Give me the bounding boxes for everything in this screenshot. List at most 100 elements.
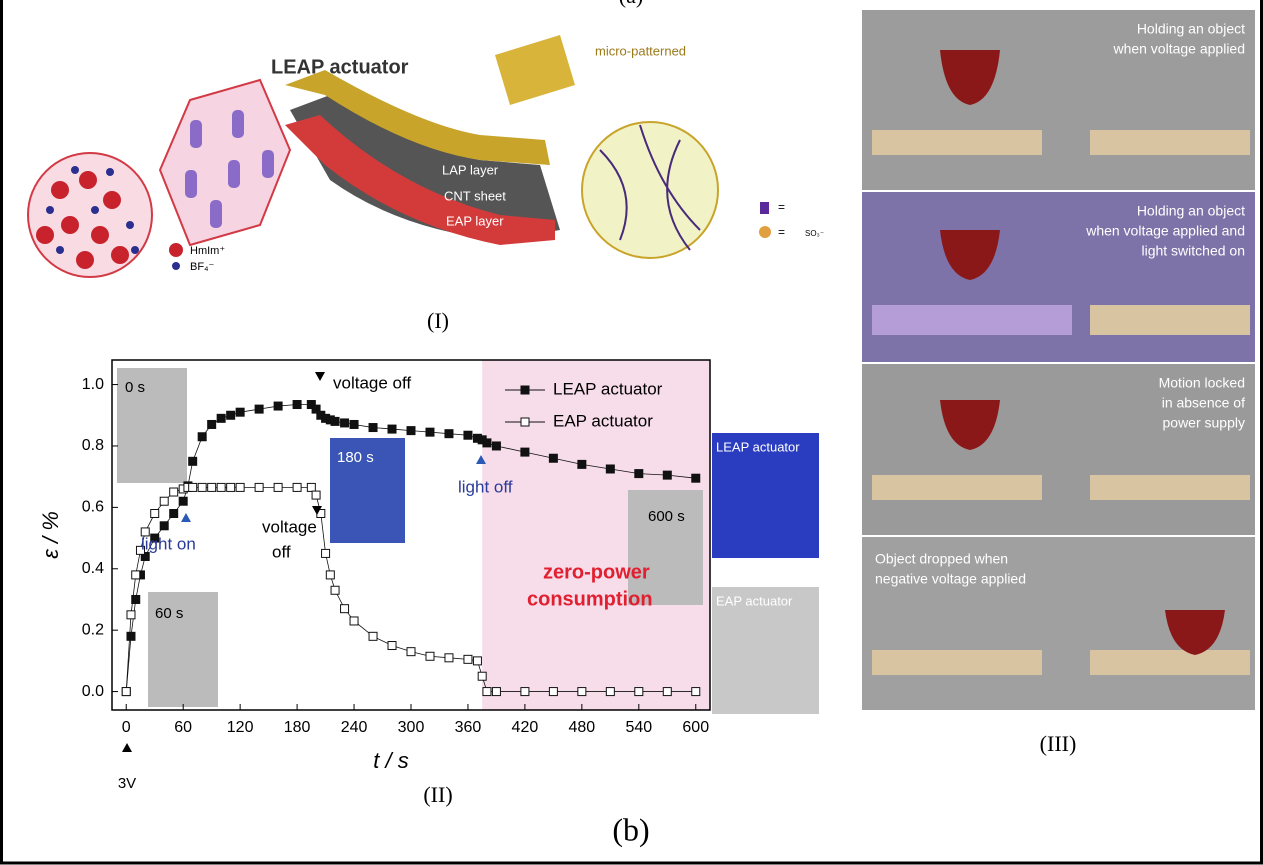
- marker: [322, 549, 330, 557]
- legend-text: SO₃⁻: [805, 229, 824, 238]
- marker: [274, 483, 282, 491]
- marker: [255, 405, 263, 413]
- photo-caption: Motion locked: [1159, 375, 1245, 391]
- panel-1-title: LEAP actuator: [271, 56, 409, 78]
- x-tick-label: 0: [122, 719, 131, 736]
- annotation: 3V: [118, 775, 136, 792]
- marker: [663, 471, 671, 479]
- photo-caption: in absence of: [1162, 395, 1245, 411]
- ion-label: BF₄⁻: [190, 261, 215, 273]
- photo-caption: when voltage applied: [1112, 41, 1245, 57]
- marker: [331, 586, 339, 594]
- ion-label: HmIm⁺: [190, 245, 225, 257]
- marker: [407, 648, 415, 656]
- y-tick-label: 1.0: [82, 376, 104, 393]
- y-tick-label: 0.6: [82, 499, 104, 516]
- marker: [341, 605, 349, 613]
- marker: [127, 611, 135, 619]
- marker: [208, 483, 216, 491]
- annotation: EAP actuator: [716, 593, 793, 608]
- photo-caption: Object dropped when: [875, 551, 1008, 567]
- marker: [236, 483, 244, 491]
- marker: [473, 657, 481, 665]
- marker: [217, 483, 225, 491]
- anion-key: [172, 262, 180, 270]
- legend-label: LEAP actuator: [553, 379, 663, 398]
- legend-text: =: [778, 200, 785, 214]
- marker: [350, 617, 358, 625]
- marker: [521, 688, 529, 696]
- marker: [445, 430, 453, 438]
- x-tick-label: 600: [682, 719, 709, 736]
- layer-label: LAP layer: [442, 162, 499, 177]
- marker: [426, 428, 434, 436]
- marker: [326, 571, 334, 579]
- note: micro-patterned: [595, 43, 686, 58]
- marker: [293, 483, 301, 491]
- y-axis-label: ε / %: [38, 511, 63, 559]
- marker: [606, 465, 614, 473]
- marker: [227, 411, 235, 419]
- marker: [170, 488, 178, 496]
- marker: [464, 655, 472, 663]
- legend-text: =: [778, 225, 785, 239]
- marker: [464, 431, 472, 439]
- annotation: 0 s: [125, 379, 145, 396]
- marker: [635, 470, 643, 478]
- marker: [350, 420, 358, 428]
- marker: [227, 483, 235, 491]
- marker: [521, 448, 529, 456]
- marker: [198, 483, 206, 491]
- annotation: voltage: [262, 517, 317, 536]
- marker: [236, 408, 244, 416]
- x-tick-label: 240: [341, 719, 368, 736]
- marker: [312, 491, 320, 499]
- marker: [127, 632, 135, 640]
- panel-label: (II): [423, 782, 452, 807]
- figure: (a) HmIm⁺ BF₄⁻ LEAP actuator micro-patte…: [0, 0, 1263, 865]
- legend-swatch: [760, 202, 769, 214]
- marker: [189, 483, 197, 491]
- marker: [692, 474, 700, 482]
- x-tick-label: 480: [569, 719, 596, 736]
- marker: [255, 483, 263, 491]
- x-axis-label: t / s: [373, 748, 408, 773]
- marker: [122, 688, 130, 696]
- photo-caption: light switched on: [1141, 243, 1245, 259]
- cation-key: [169, 243, 183, 257]
- photo-caption: when voltage applied and: [1085, 223, 1245, 239]
- x-tick-label: 180: [284, 719, 311, 736]
- marker: [307, 483, 315, 491]
- marker: [369, 632, 377, 640]
- marker: [189, 457, 197, 465]
- figure-label: (b): [612, 811, 649, 847]
- marker: [293, 401, 301, 409]
- photo-caption: Holding an object: [1137, 203, 1245, 219]
- photo-caption: Holding an object: [1137, 21, 1245, 37]
- annotation: LEAP actuator: [716, 439, 800, 454]
- page: (a) HmIm⁺ BF₄⁻ LEAP actuator micro-patte…: [0, 0, 1263, 865]
- marker: [369, 424, 377, 432]
- marker: [492, 688, 500, 696]
- legend-swatch: [759, 226, 771, 238]
- y-tick-label: 0.0: [82, 683, 104, 700]
- photo-caption: negative voltage applied: [875, 571, 1026, 587]
- marker: [492, 442, 500, 450]
- marker: [478, 672, 486, 680]
- x-tick-label: 300: [398, 719, 425, 736]
- marker: [217, 414, 225, 422]
- marker: [483, 688, 491, 696]
- marker: [388, 425, 396, 433]
- x-tick-label: 360: [455, 719, 482, 736]
- legend-label: EAP actuator: [553, 411, 653, 430]
- x-tick-label: 540: [625, 719, 652, 736]
- annotation: zero-power: [543, 561, 650, 583]
- marker: [606, 688, 614, 696]
- panel-label: (I): [427, 308, 449, 333]
- marker: [274, 402, 282, 410]
- layer-label: EAP layer: [446, 213, 504, 228]
- marker: [208, 420, 216, 428]
- annotation: 600 s: [648, 508, 685, 525]
- marker: [663, 688, 671, 696]
